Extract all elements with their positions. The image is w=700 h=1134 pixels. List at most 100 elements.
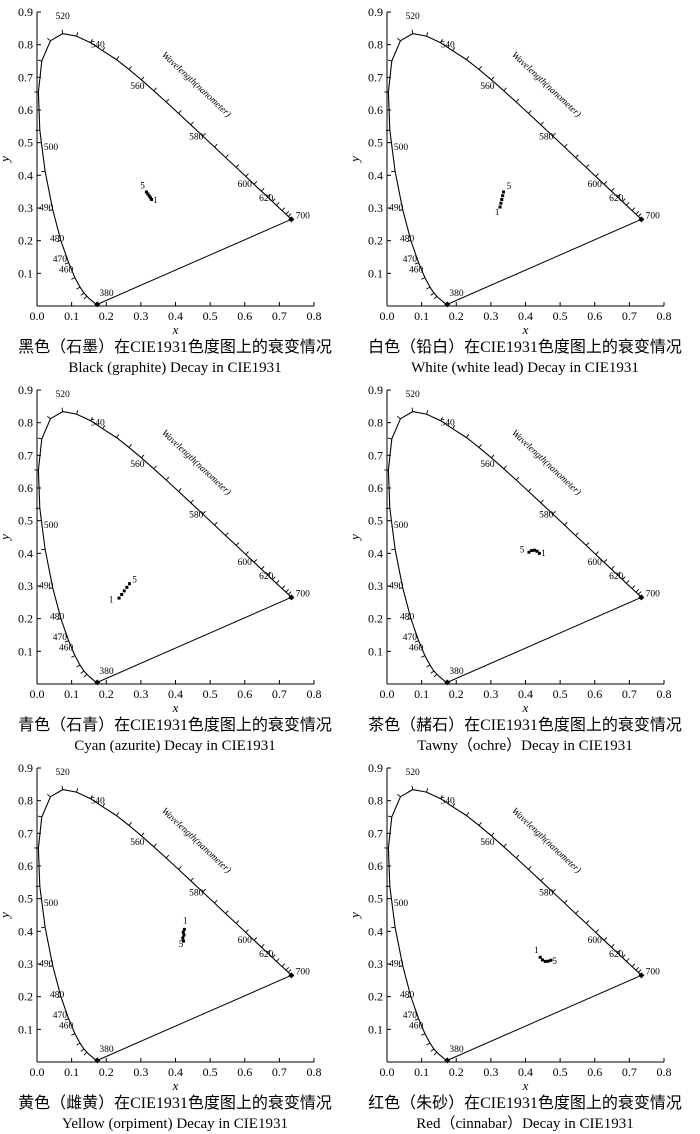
- locus-tick: [226, 911, 229, 914]
- chart-title-en: Cyan (azurite) Decay in CIE1931: [0, 736, 350, 756]
- locus-tick: [626, 580, 629, 583]
- x-tick-label: 0.6: [237, 309, 252, 323]
- wavelength-label: 540: [90, 418, 105, 428]
- locus-tick: [246, 552, 249, 555]
- wavelength-label: 460: [59, 266, 74, 276]
- x-tick-label: 0.2: [99, 309, 114, 323]
- chart-title-en: Red（cinnabar）Decay in CIE1931: [350, 1114, 700, 1134]
- x-tick-label: 0.3: [133, 687, 148, 701]
- wavelength-label: 520: [405, 390, 420, 400]
- y-tick-label: 0.7: [18, 826, 33, 840]
- locus-tick: [116, 56, 118, 59]
- wavelength-label: 520: [405, 768, 420, 778]
- y-tick-label: 0.4: [18, 168, 33, 182]
- wavelength-label: 380: [449, 667, 464, 677]
- locus-tick: [77, 788, 78, 792]
- y-tick-label: 0.8: [368, 794, 383, 808]
- wavelength-label: 560: [480, 82, 495, 92]
- locus-tick: [504, 466, 507, 469]
- y-tick-label: 0.7: [18, 448, 33, 462]
- locus-tick: [466, 812, 468, 815]
- locus-tick: [412, 786, 413, 790]
- wavelength-axis-title: Wavelength(nanometer): [509, 50, 583, 120]
- data-point-label: 5: [552, 956, 557, 966]
- chart-caption: 茶色（赭石）在CIE1931色度图上的衰变情况 Tawny（ochre）Deca…: [350, 716, 700, 756]
- x-tick-label: 0.7: [272, 1065, 287, 1079]
- purple-line: [97, 975, 291, 1060]
- locus-tick: [397, 38, 400, 40]
- y-tick-label: 0.9: [18, 5, 33, 19]
- locus-tick: [286, 211, 289, 214]
- y-tick-label: 0.3: [368, 579, 383, 593]
- locus-tick: [434, 1052, 437, 1055]
- locus-tick: [421, 656, 425, 658]
- wavelength-label: 700: [646, 967, 661, 977]
- wavelength-label: 600: [238, 180, 253, 190]
- locus-tick: [84, 674, 87, 677]
- y-tick-label: 0.4: [368, 546, 383, 560]
- wavelength-label: 620: [259, 950, 274, 960]
- x-tick-label: 0.6: [587, 687, 602, 701]
- chart-title-en: White (white lead) Decay in CIE1931: [350, 358, 700, 378]
- x-tick-label: 0.8: [307, 309, 322, 323]
- wavelength-label: 520: [55, 390, 70, 400]
- wavelength-label: 490: [389, 204, 404, 214]
- wavelength-label: 580: [539, 888, 554, 898]
- wavelength-label: 380: [99, 1045, 114, 1055]
- data-point-label: 1: [109, 595, 114, 605]
- chart-title-cn: 黑色（石墨）在CIE1931色度图上的衰变情况: [0, 338, 350, 358]
- wavelength-label: 560: [130, 460, 145, 470]
- locus-tick: [286, 967, 289, 970]
- x-tick-label: 0.4: [518, 1065, 533, 1079]
- x-tick-label: 0.4: [518, 309, 533, 323]
- locus-tick: [516, 855, 519, 858]
- locus-tick: [286, 589, 289, 592]
- locus-tick: [388, 816, 392, 817]
- y-tick-label: 0.4: [368, 168, 383, 182]
- y-tick-label: 0.6: [18, 859, 33, 873]
- y-tick-label: 0.7: [368, 448, 383, 462]
- wavelength-label: 380: [449, 289, 464, 299]
- locus-tick: [129, 822, 132, 825]
- chart-title-cn: 白色（铅白）在CIE1931色度图上的衰变情况: [350, 338, 700, 358]
- y-tick-label: 0.8: [18, 416, 33, 430]
- wavelength-label: 460: [59, 644, 74, 654]
- wavelength-label: 480: [50, 990, 65, 1000]
- chart-caption: 红色（朱砂）在CIE1931色度图上的衰变情况 Red（cinnabar）Dec…: [350, 1094, 700, 1134]
- wavelength-label: 700: [646, 211, 661, 221]
- data-point: [182, 931, 185, 934]
- wavelength-label: 580: [189, 888, 204, 898]
- x-axis-title: x: [522, 322, 529, 337]
- wavelength-axis-title: Wavelength(nanometer): [159, 428, 233, 498]
- wavelength-label: 460: [409, 1022, 424, 1032]
- x-tick-label: 0.7: [622, 687, 637, 701]
- locus-tick: [254, 181, 257, 184]
- chart-title-cn: 青色（石青）在CIE1931色度图上的衰变情况: [0, 716, 350, 736]
- locus-tick: [191, 500, 194, 503]
- x-tick-label: 0.1: [64, 309, 79, 323]
- locus-tick: [77, 1043, 80, 1045]
- chart-title-cn: 红色（朱砂）在CIE1931色度图上的衰变情况: [350, 1094, 700, 1114]
- data-point: [145, 190, 148, 193]
- y-axis-title: y: [350, 534, 362, 542]
- chart-title-en: Yellow (orpiment) Decay in CIE1931: [0, 1114, 350, 1134]
- y-tick-label: 0.9: [368, 383, 383, 397]
- wavelength-label: 460: [59, 1022, 74, 1032]
- locus-tick: [38, 60, 42, 61]
- locus-tick: [516, 99, 519, 102]
- x-axis-title: x: [172, 1078, 179, 1093]
- y-tick-label: 0.1: [368, 644, 383, 658]
- locus-tick: [41, 549, 45, 550]
- y-tick-label: 0.1: [18, 644, 33, 658]
- data-point: [120, 593, 123, 596]
- y-tick-label: 0.9: [368, 761, 383, 775]
- chart-caption: 青色（石青）在CIE1931色度图上的衰变情况 Cyan (azurite) D…: [0, 716, 350, 756]
- y-tick-label: 0.2: [368, 612, 383, 626]
- wavelength-label: 480: [400, 990, 415, 1000]
- locus-tick: [47, 416, 50, 418]
- wavelength-label: 500: [44, 899, 59, 909]
- x-axis-title: x: [172, 322, 179, 337]
- wavelength-axis-title: Wavelength(nanometer): [159, 50, 233, 120]
